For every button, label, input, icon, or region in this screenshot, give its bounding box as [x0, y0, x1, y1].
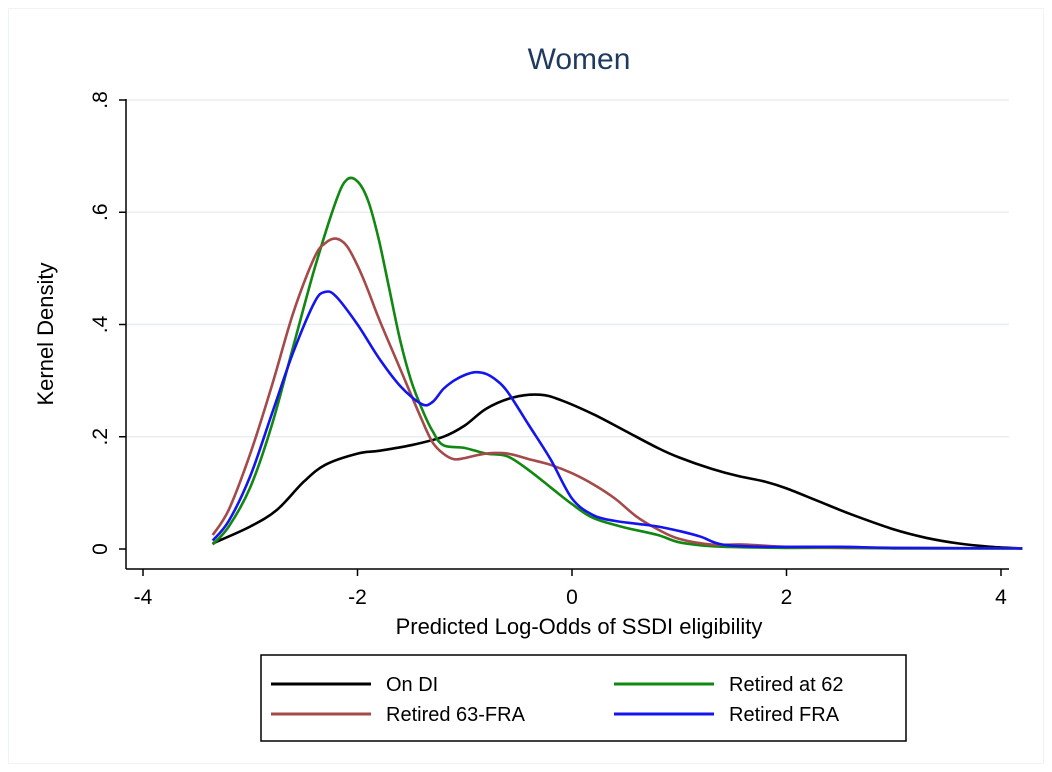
series-line-retired-at-62 [211, 176, 1023, 550]
y-ticks: 0 .2 .4 .6 .8 [89, 91, 126, 555]
gridlines [127, 99, 1009, 438]
legend: On DI Retired at 62 Retired 63-FRA Retired … [260, 654, 907, 742]
chart-frame: Women 0 .2 .4 .6 .8 -4 -2 0 2 4 Kernel Density P… [8, 8, 1044, 764]
y-tick-label: .6 [89, 203, 112, 221]
legend-label-retired-63-fra: Retired 63-FRA [386, 704, 526, 726]
legend-label-on-di: On DI [386, 674, 438, 696]
legend-label-retired-at-62: Retired at 62 [729, 674, 844, 696]
series-line-retired-fra [211, 290, 1023, 550]
series-line-on-di [212, 393, 1023, 550]
series-line-retired-63-fra [211, 237, 1023, 550]
x-axis-title: Predicted Log-Odds of SSDI eligibility [396, 614, 763, 639]
chart-title: Women [528, 43, 631, 76]
x-tick-label: 4 [995, 586, 1007, 609]
legend-box [260, 654, 907, 742]
x-tick-label: -4 [134, 586, 153, 609]
y-tick-label: 0 [89, 543, 112, 555]
y-tick-label: .8 [89, 91, 112, 109]
legend-label-retired-fra: Retired FRA [729, 704, 840, 726]
x-ticks: -4 -2 0 2 4 [134, 569, 1007, 609]
axes [125, 99, 1009, 570]
x-tick-label: 0 [566, 586, 578, 609]
series-lines [211, 176, 1023, 550]
kernel-density-chart: Women 0 .2 .4 .6 .8 -4 -2 0 2 4 Kernel Density P… [33, 43, 1023, 742]
y-axis-title: Kernel Density [33, 262, 58, 405]
y-tick-label: .4 [89, 315, 112, 333]
y-tick-label: .2 [89, 428, 112, 446]
x-tick-label: -2 [348, 586, 367, 609]
x-tick-label: 2 [781, 586, 793, 609]
